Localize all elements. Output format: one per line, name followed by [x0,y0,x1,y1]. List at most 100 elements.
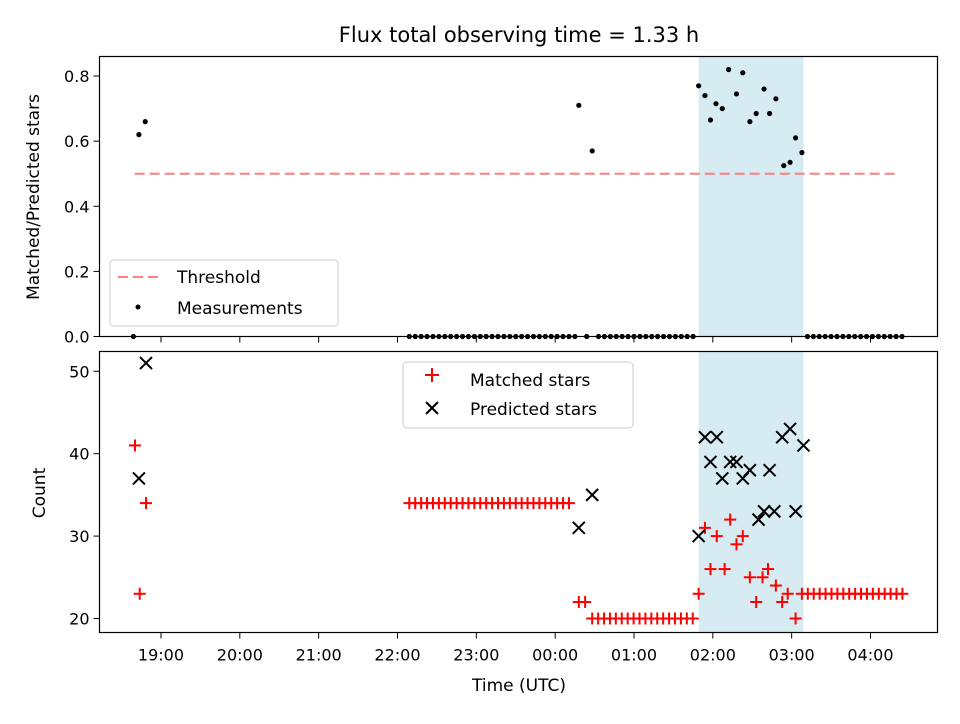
matched-point [562,497,575,510]
matched-point [743,571,756,584]
predicted-point [796,438,811,453]
measurement-point [725,66,732,73]
legend-label-measurements: Measurements [177,299,303,319]
predicted-star-points [132,356,811,543]
predicted-point-b [572,521,586,535]
predicted-point [757,504,771,519]
legend-top: Threshold Measurements [109,259,339,327]
y-tick-label: 40 [69,445,89,464]
measurement-point [589,148,595,154]
predicted-point [783,422,797,436]
measurement-point [781,162,787,169]
x-tick-label: 22:00 [374,646,420,665]
legend-matched-swatch [425,368,439,382]
legend-label-predicted: Predicted stars [470,400,597,420]
predicted-point-b [729,455,744,469]
legend-box-top [109,259,339,327]
predicted-point-b [751,512,766,527]
predicted-point-b [132,471,146,486]
predicted-point [132,471,146,486]
predicted-point-b [788,504,803,519]
measurement-point [696,83,702,89]
legend-measurements-swatch [135,304,141,310]
matched-point [724,513,737,526]
predicted-point-b [723,455,737,469]
predicted-point [572,521,586,535]
matched-point [730,538,743,551]
measurement-point [707,117,714,123]
measurement-point [719,105,725,112]
y-tick-label: 0.6 [64,132,89,151]
measurement-point [136,132,142,138]
matched-point [140,497,153,510]
x-tick-label: 00:00 [532,646,578,665]
measurement-point [576,102,582,108]
predicted-point [743,463,757,477]
y-ticks-bottom: 20 30 40 50 [69,362,100,628]
measurement-point [713,101,719,107]
matched-point [128,439,141,452]
x-tick-label: 01:00 [611,646,657,665]
y-tick-label: 0.0 [64,328,89,347]
x-tick-label: 21:00 [296,646,342,665]
axes-frame-bottom [98,350,939,634]
chart-title: Flux total observing time = 1.33 h [339,23,699,47]
matched-point [579,596,592,609]
matched-point [896,587,909,600]
matched-point [698,521,711,534]
predicted-point-b [762,463,777,477]
x-tick-label: 04:00 [847,646,893,665]
matched-star-points [128,439,909,625]
predicted-point-b [691,529,706,543]
predicted-point [585,488,599,502]
matched-point [750,596,763,609]
matched-point [769,579,782,592]
y-ticks-top: 0.0 0.2 0.4 0.6 0.8 [64,67,100,347]
x-tick-label: 02:00 [690,646,736,665]
predicted-point-b [743,463,757,477]
measurement-point [766,110,773,117]
predicted-point [698,430,712,444]
y-tick-label: 0.2 [64,262,89,281]
matched-point [133,587,146,600]
predicted-point [788,504,803,519]
y-tick-label: 20 [69,609,89,628]
panel-counts: 19:00 20:00 21:00 22:00 23:00 00:00 01:00 02:00… [30,350,939,696]
predicted-point-b [139,356,153,370]
x-tick-label: 03:00 [769,646,815,665]
x-tick-label: 20:00 [217,646,263,665]
matched-point [692,587,705,600]
measurement-point [747,119,753,125]
matched-point [710,530,723,543]
measurement-point [740,70,746,76]
predicted-point [751,512,766,527]
predicted-point [723,455,737,469]
highlight-span-bottom [698,351,804,633]
x-ticks-bottom: 19:00 20:00 21:00 22:00 23:00 00:00 01:00 02:00… [138,632,894,665]
predicted-point-b [585,488,599,502]
matched-point [776,596,789,609]
measurement-point [761,86,767,92]
x-axis-label: Time (UTC) [471,676,566,696]
highlight-span-top [698,56,804,337]
matched-point [704,563,717,576]
x-tick-label: 23:00 [453,646,499,665]
matched-point [781,587,794,600]
matched-point [718,563,731,576]
predicted-point [729,455,744,469]
legend-box-bottom [402,361,634,429]
axes-frame-top [98,55,939,338]
predicted-point-b [698,430,712,444]
y-tick-label: 0.8 [64,67,89,86]
y-tick-label: 30 [69,527,89,546]
predicted-point [715,471,729,486]
matched-point [789,612,802,625]
matched-point [756,571,769,584]
predicted-point-b [783,422,797,436]
y-axis-label-bottom: Count [30,467,50,518]
measurement-point [799,149,805,156]
predicted-point [139,356,153,370]
matched-point [686,612,699,625]
measurement-point [733,91,740,97]
